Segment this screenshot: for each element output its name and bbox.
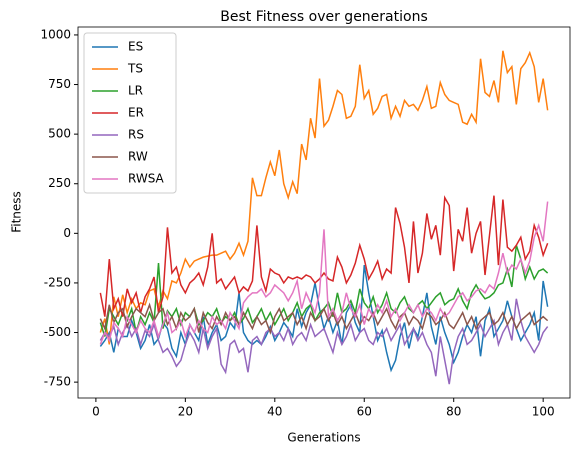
y-tick-label: -250 (44, 275, 71, 289)
x-tick-label: 40 (267, 405, 282, 419)
line-series (99, 50, 549, 345)
legend-label: LR (128, 84, 143, 98)
y-tick-label: 1000 (40, 27, 71, 41)
x-tick-label: 0 (92, 405, 100, 419)
y-tick-label: 500 (48, 127, 71, 141)
legend-label: RW (128, 150, 148, 164)
plot-frame (77, 26, 571, 399)
legend-label: TS (127, 62, 143, 76)
y-tick-label: -500 (44, 325, 71, 339)
line-series (99, 201, 549, 345)
x-tick-label: 80 (446, 405, 461, 419)
legend-label: RWSA (128, 172, 165, 186)
y-axis-label: Fitness (10, 191, 24, 233)
x-tick-label: 20 (178, 405, 193, 419)
legend-box (83, 32, 177, 194)
line-series (99, 302, 549, 335)
legend-label: RS (128, 128, 144, 142)
y-tick-label: 750 (48, 77, 71, 91)
chart-title: Best Fitness over generations (220, 9, 428, 25)
y-tick-label: -750 (44, 375, 71, 389)
legend-label: ES (128, 40, 143, 54)
legend-label: ER (128, 106, 144, 120)
line-series (99, 195, 549, 317)
y-tick-label: 250 (48, 176, 71, 190)
x-tick-label: 60 (357, 405, 372, 419)
line-series (99, 298, 549, 385)
line-series (99, 264, 549, 373)
x-axis-label: Generations (287, 431, 360, 445)
x-tick-label: 100 (532, 405, 555, 419)
y-tick-label: 0 (63, 226, 71, 240)
